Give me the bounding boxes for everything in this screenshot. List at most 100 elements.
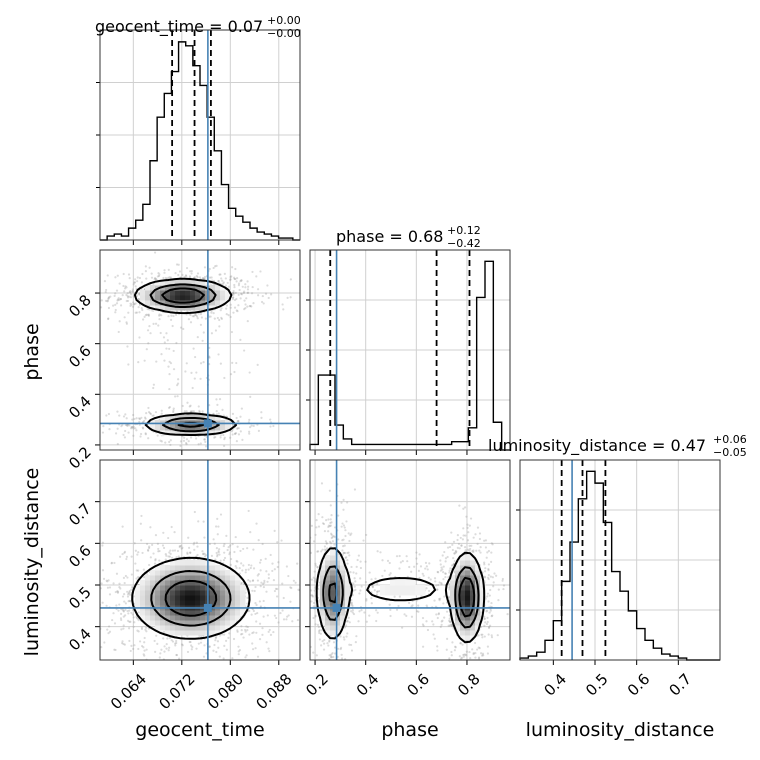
scatter-point (311, 594, 314, 597)
scatter-point (331, 540, 334, 543)
scatter-point (248, 633, 251, 636)
density-cell (160, 565, 166, 571)
scatter-point (138, 640, 142, 643)
scatter-point (441, 568, 444, 571)
scatter-point (478, 537, 482, 541)
scatter-point (468, 549, 471, 552)
scatter-point (289, 296, 292, 299)
scatter-point (161, 544, 165, 547)
scatter-point (140, 539, 143, 542)
scatter-point (282, 618, 286, 621)
scatter-point (126, 593, 130, 596)
scatter-point (436, 645, 439, 648)
density-cell (180, 615, 186, 621)
density-cell (240, 600, 246, 606)
density-cell (210, 305, 216, 311)
scatter-point (339, 635, 342, 638)
scatter-point (246, 547, 249, 550)
density-cell (160, 290, 166, 296)
scatter-point (143, 649, 146, 652)
scatter-point (506, 612, 509, 616)
scatter-point (410, 570, 413, 573)
scatter-point (388, 573, 391, 576)
scatter-point (128, 277, 131, 280)
scatter-point (126, 296, 130, 299)
scatter-point (346, 619, 349, 623)
scatter-point (368, 571, 371, 574)
scatter-point (244, 307, 247, 310)
scatter-point (142, 568, 145, 571)
scatter-point (248, 371, 251, 374)
scatter-point (272, 630, 275, 634)
density-cell (460, 565, 466, 571)
scatter-point (130, 293, 133, 296)
density-cell (185, 610, 191, 616)
scatter-point (189, 410, 192, 413)
density-cell (185, 615, 191, 621)
scatter-point (123, 290, 126, 293)
scatter-point (235, 297, 238, 301)
scatter-point (219, 362, 222, 365)
scatter-point (169, 552, 172, 556)
scatter-point (149, 412, 152, 415)
scatter-point (210, 332, 214, 335)
scatter-point (448, 657, 451, 660)
scatter-point (122, 284, 125, 288)
scatter-point (376, 550, 379, 553)
scatter-point (190, 644, 193, 647)
scatter-point (483, 575, 486, 578)
scatter-point (190, 371, 193, 374)
density-cell (330, 620, 336, 626)
density-cell (210, 620, 216, 626)
density-cell (220, 590, 226, 596)
scatter-point (351, 609, 355, 612)
scatter-point (437, 571, 440, 574)
density-cell (465, 585, 471, 591)
density-cell (225, 295, 231, 301)
scatter-point (427, 576, 430, 579)
scatter-point (457, 542, 461, 546)
scatter-point (314, 562, 317, 565)
scatter-point (219, 309, 222, 312)
scatter-point (365, 597, 368, 601)
scatter-point (249, 304, 252, 308)
density-cell (220, 595, 226, 601)
density-cell (200, 615, 206, 621)
scatter-point (350, 649, 354, 652)
scatter-point (214, 639, 217, 642)
scatter-point (262, 599, 265, 603)
scatter-point (165, 643, 168, 646)
density-cell (320, 615, 326, 621)
scatter-point (262, 585, 265, 589)
density-cell (185, 620, 191, 626)
scatter-point (229, 563, 232, 566)
scatter-point (119, 612, 123, 615)
scatter-point (154, 277, 158, 280)
density-cell (195, 615, 201, 621)
scatter-point (116, 427, 119, 430)
density-cell (175, 425, 181, 431)
scatter-point (497, 599, 500, 602)
scatter-point (375, 609, 378, 612)
scatter-point (169, 439, 172, 442)
scatter-point (115, 289, 119, 292)
panel-plot-area (100, 460, 300, 660)
scatter-point (469, 657, 472, 660)
scatter-point (135, 569, 138, 572)
scatter-point (441, 619, 444, 622)
density-cell (185, 575, 191, 581)
density-cell (215, 590, 221, 596)
scatter-point (490, 636, 494, 639)
scatter-point (189, 321, 193, 324)
density-cell (230, 610, 236, 616)
scatter-point (105, 414, 108, 417)
density-cell (185, 580, 191, 586)
scatter-point (185, 274, 188, 278)
scatter-point (486, 620, 489, 624)
density-cell (195, 295, 201, 301)
scatter-point (141, 308, 144, 312)
scatter-point (136, 629, 139, 632)
contour-lines (315, 547, 486, 644)
scatter-point (223, 376, 226, 380)
scatter-point (440, 583, 443, 586)
